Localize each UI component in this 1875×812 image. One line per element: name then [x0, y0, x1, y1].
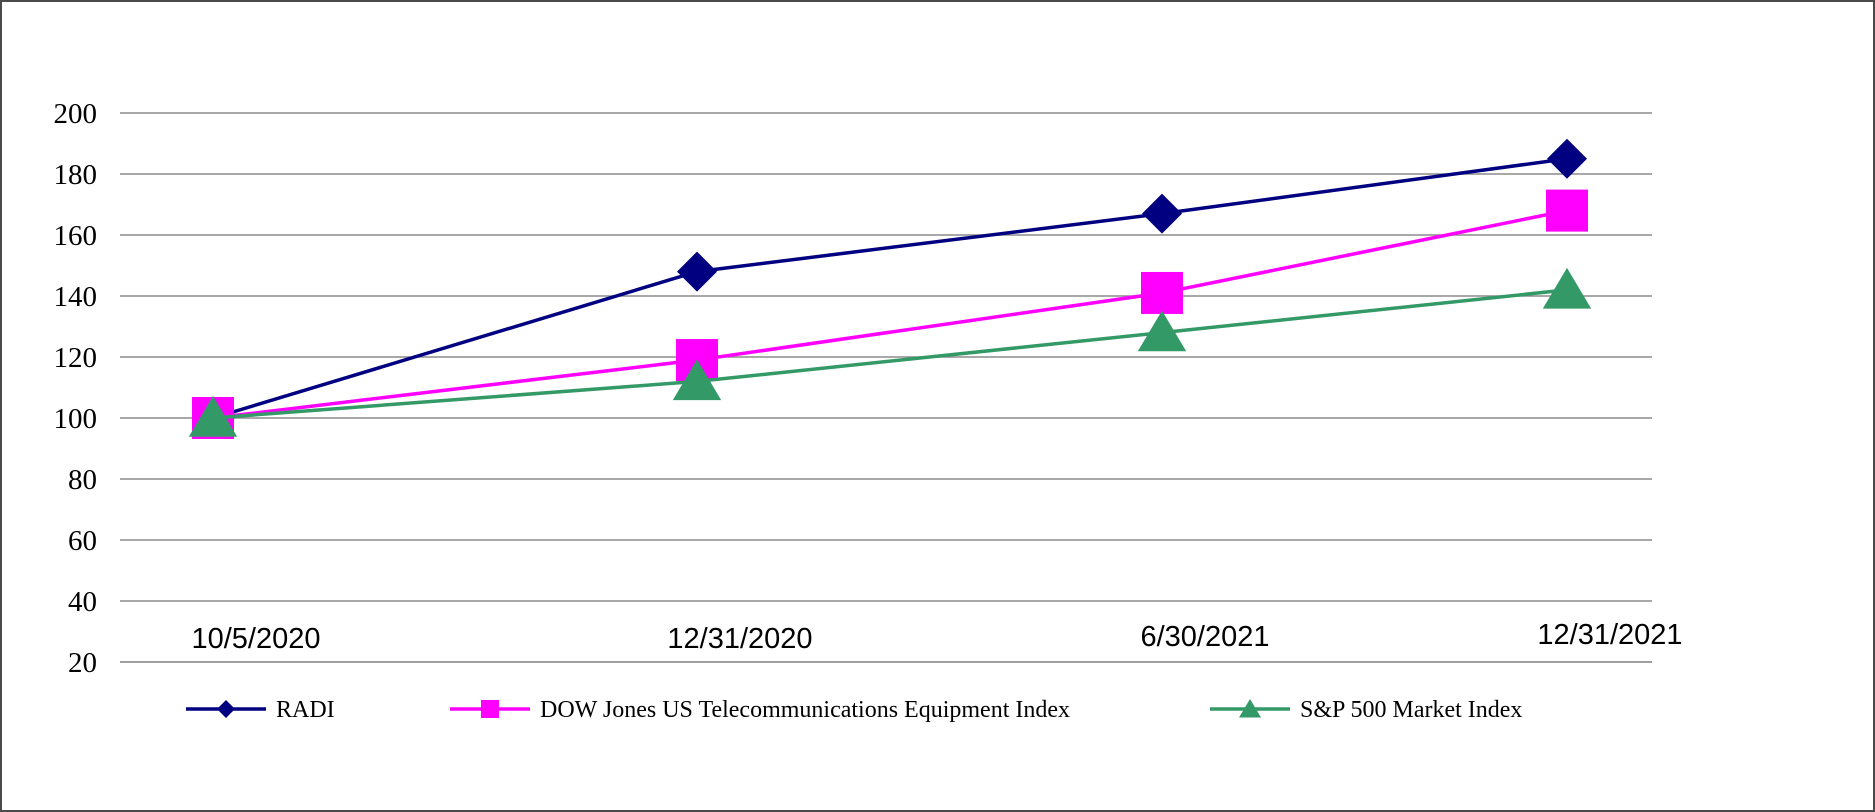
y-tick-label: 120 [54, 342, 98, 374]
series [188, 138, 1592, 439]
data-point [1141, 271, 1183, 314]
legend-marker [217, 700, 235, 718]
legend: RADI DOW Jones US Telecommunications Equi… [186, 697, 1522, 723]
x-tick-label: 10/5/2020 [191, 623, 320, 655]
legend-label: RADI [276, 697, 335, 723]
data-point [1137, 310, 1187, 352]
x-tick-label: 12/31/2021 [1537, 619, 1682, 651]
legend-item: RADI [186, 697, 335, 723]
data-point [1547, 138, 1587, 179]
legend-item: S&P 500 Market Index [1210, 697, 1522, 723]
y-tick-label: 40 [68, 586, 97, 618]
series-line [212, 288, 1568, 420]
gridlines [120, 112, 1652, 663]
y-tick-label: 200 [54, 98, 98, 130]
data-point [1542, 267, 1592, 309]
legend-label: S&P 500 Market Index [1300, 697, 1522, 723]
data-point [188, 396, 238, 437]
series-1 [192, 189, 1588, 439]
series-2 [188, 267, 1592, 437]
legend-item: DOW Jones US Telecommunications Equipmen… [450, 697, 1070, 723]
series-0 [193, 138, 1587, 438]
x-tick-label: 12/31/2020 [667, 623, 812, 655]
x-axis-ticks: 10/5/2020 12/31/2020 6/30/2021 12/31/2021 [191, 619, 1682, 655]
y-tick-label: 100 [54, 403, 98, 435]
y-axis-ticks: 20 40 60 80 100 120 140 160 180 200 [54, 98, 98, 679]
y-tick-label: 140 [54, 281, 98, 313]
x-tick-label: 6/30/2021 [1140, 621, 1269, 653]
y-tick-label: 180 [54, 159, 98, 191]
data-point [672, 359, 722, 401]
legend-marker [1239, 699, 1261, 718]
data-point [1546, 189, 1588, 232]
legend-label: DOW Jones US Telecommunications Equipmen… [540, 697, 1070, 723]
legend-marker [481, 700, 499, 718]
series-line [212, 157, 1568, 420]
y-tick-label: 160 [54, 220, 98, 252]
y-tick-label: 60 [68, 525, 97, 557]
series-line [212, 208, 1568, 420]
data-point [677, 251, 717, 292]
data-point [1142, 193, 1182, 234]
y-tick-label: 20 [68, 647, 97, 679]
y-tick-label: 80 [68, 464, 97, 496]
